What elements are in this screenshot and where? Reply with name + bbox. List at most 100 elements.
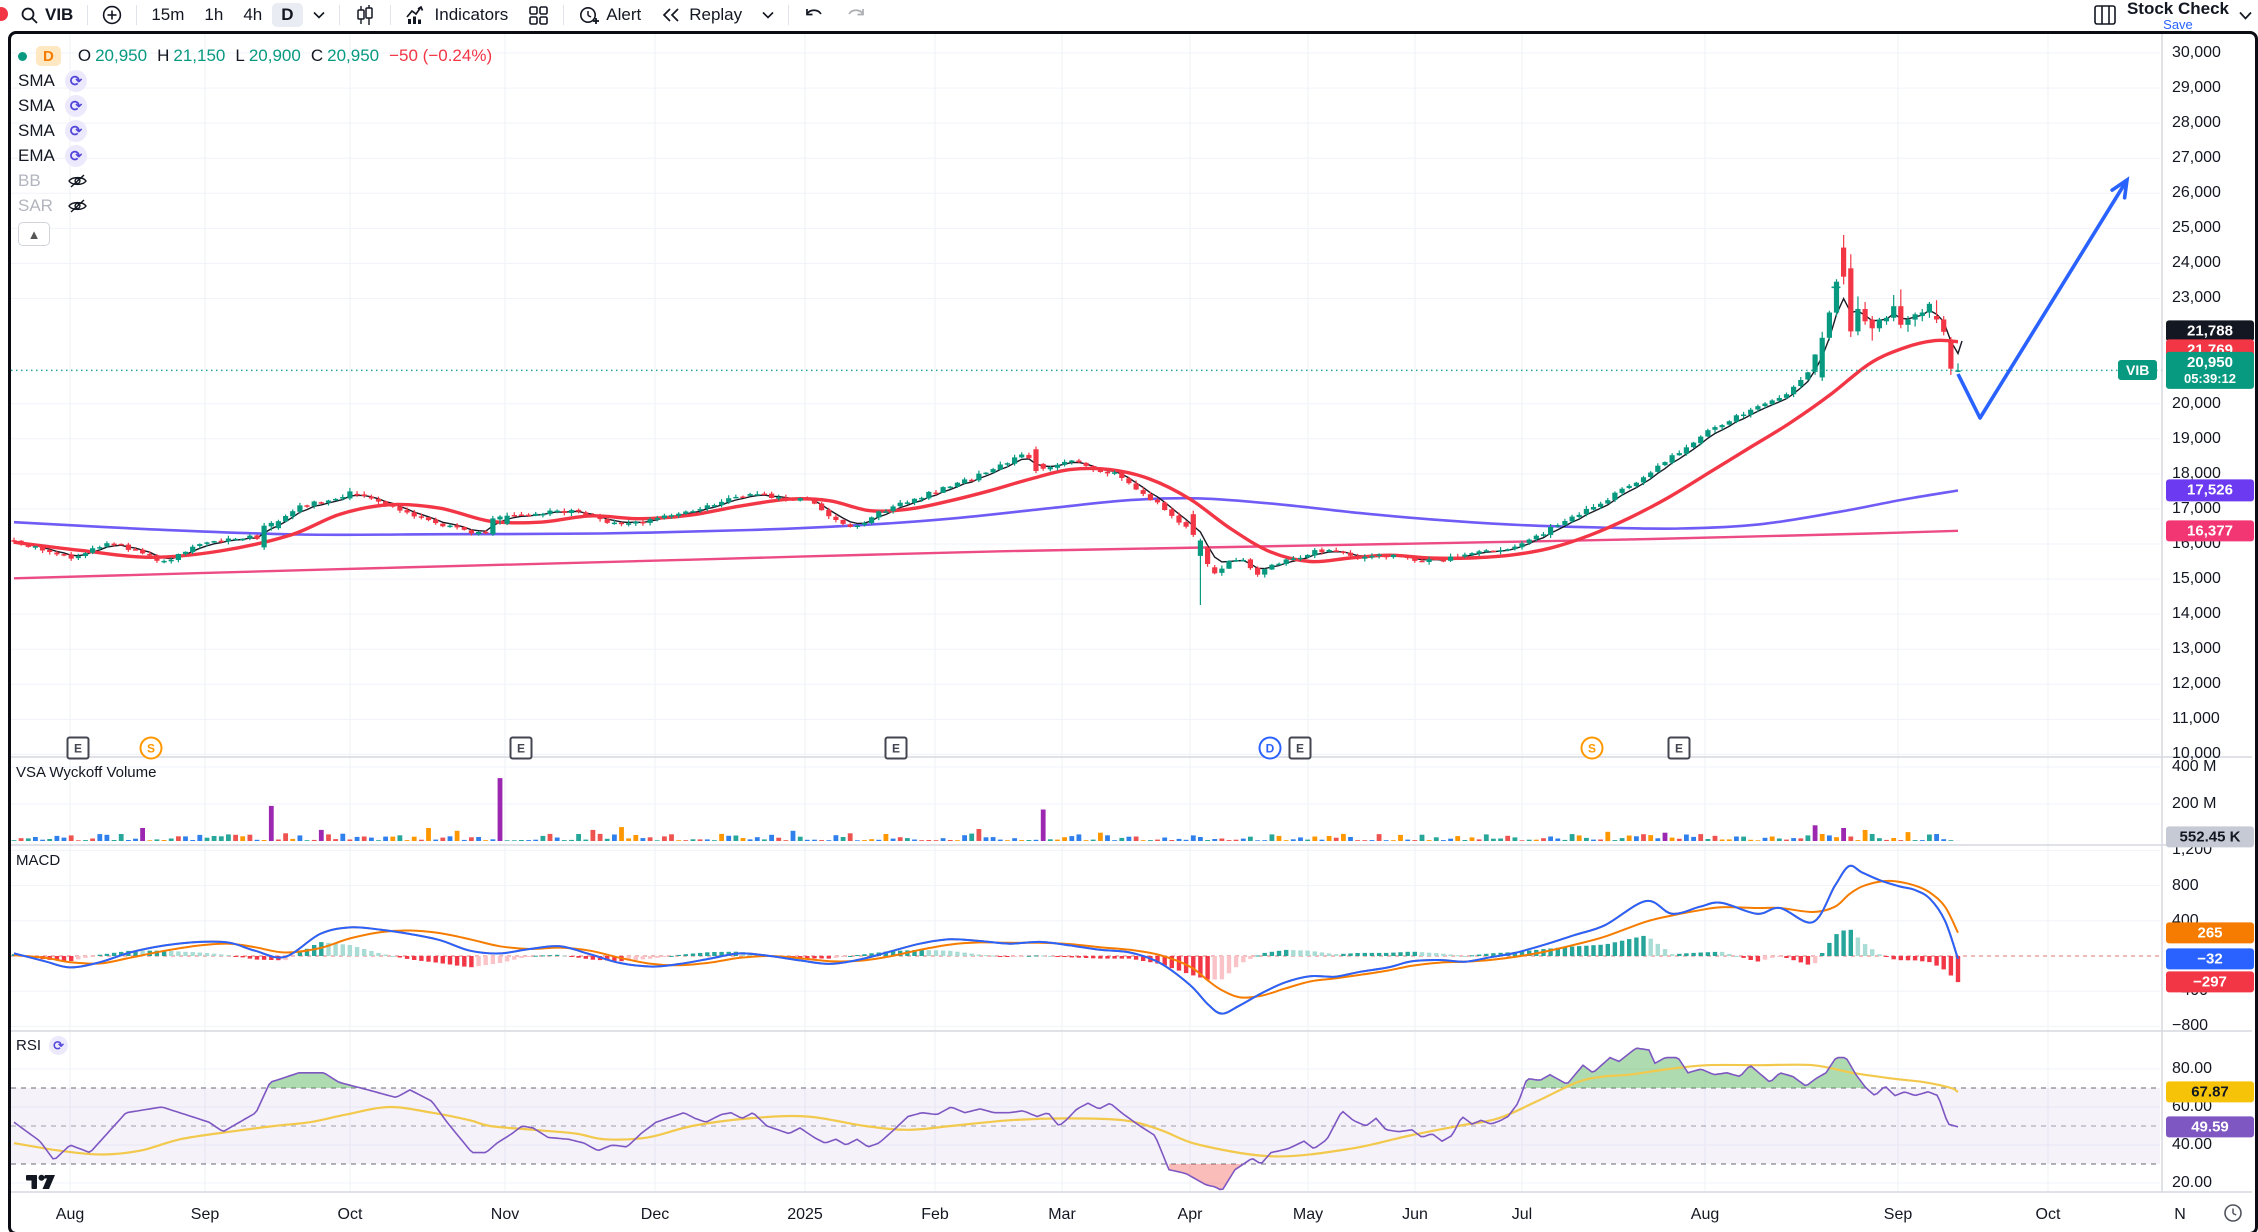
time-axis-label: Sep [190,1206,220,1223]
axis-badge: 21,788 [2166,320,2254,342]
market-status-dot [18,51,27,61]
loading-spinner-icon[interactable]: ⟳ [65,70,87,92]
time-axis-label: Dec [640,1206,670,1223]
event-marker-e[interactable]: E [509,736,533,760]
event-marker-e[interactable]: E [884,736,908,760]
timeframe-15m[interactable]: 15m [151,5,185,24]
eye-off-icon[interactable] [65,195,89,217]
indicator-label: EMA [18,146,55,165]
volume-bars-layer [11,778,1961,842]
alert-clock-icon [578,4,600,26]
event-marker-e[interactable]: E [66,736,90,760]
loading-spinner-icon[interactable]: ⟳ [65,145,87,167]
axis-tick: 20,000 [2172,394,2221,412]
indicator-label: SMA [18,71,55,90]
legend-indicator-row-ema-3: EMA ⟳ [18,144,492,168]
time-axis-label: Oct [337,1206,363,1223]
trade-marker-t: T [1831,283,1841,301]
indicator-label: SAR [18,196,53,215]
axis-tick: 14,000 [2172,605,2221,623]
chart-style-button[interactable] [344,2,386,28]
moving-averages-layer [13,296,1963,580]
time-axis-label: May [1292,1206,1324,1223]
rsi-loading-spinner-icon[interactable]: ⟳ [49,1036,69,1055]
legend-indicator-row-sma-2: SMA ⟳ [18,119,492,143]
axis-tick: 800 [2172,876,2199,894]
axis-tick: 19,000 [2172,429,2221,447]
alert-button[interactable]: Alert [568,2,651,28]
time-axis-label: Feb [921,1206,949,1223]
grid-squares-icon [528,5,549,26]
timeframe-daily-active[interactable]: D [272,3,303,27]
redo-icon [845,6,867,24]
legend-indicator-row-bb-4: BB [18,169,492,193]
layout-menu-chevron-icon[interactable] [2239,11,2252,20]
timeframe-4h[interactable]: 4h [243,5,263,24]
event-marker-s[interactable]: S [139,736,163,760]
ohlc-readout: O 20,950 H 21,150 L 20,900 C 20,950 −50 (−0.… [77,46,493,65]
axis-tick: 20.00 [2172,1174,2213,1191]
undo-icon [803,6,825,24]
loading-spinner-icon[interactable]: ⟳ [65,95,87,117]
replay-menu-chevron[interactable] [752,2,784,28]
macd-layer [11,864,2160,1015]
volume-pane-label: VSA Wyckoff Volume [16,764,157,781]
loading-spinner-icon[interactable]: ⟳ [65,120,87,142]
gridlines-layer [11,33,2160,1192]
legend-collapse-button[interactable]: ▲ [18,222,50,246]
indicators-button[interactable]: Indicators [395,2,519,28]
divider [788,5,790,25]
indicator-label: BB [18,171,41,190]
close-value: 20,950 [327,46,380,65]
tradingview-logo[interactable] [26,1172,60,1197]
event-marker-e[interactable]: E [1667,736,1691,760]
eye-off-icon[interactable] [65,170,89,192]
axis-tick: 23,000 [2172,289,2221,307]
compare-add-button[interactable] [92,2,132,28]
chevron-down-icon [312,11,325,19]
redo-button[interactable] [835,2,877,28]
axis-tick: 200 M [2172,795,2217,812]
candlestick-style-icon [354,4,376,26]
time-axis-label: Sep [1883,1206,1913,1223]
time-axis-label: Nov [490,1206,520,1223]
divider [136,5,138,25]
grid-layout-button[interactable] [518,2,559,28]
legend-timeframe-pill[interactable]: D [36,46,61,66]
layout-name-menu[interactable]: Stock Check Save [2127,0,2229,31]
axis-badge: 552.45 K [2166,826,2254,848]
divider [87,5,89,25]
save-button[interactable]: Save [2163,16,2193,32]
rsi-layer [13,1047,1959,1191]
timeframe-menu-chevron[interactable] [303,2,335,28]
undo-button[interactable] [793,2,835,28]
layout-columns-icon[interactable] [2093,4,2117,26]
trend-arrow-drawing[interactable] [1956,179,2129,420]
axis-badge: −32 [2166,948,2254,970]
axis-tick: 30,000 [2172,44,2221,61]
legend-indicator-row-sma-0: SMA ⟳ [18,69,492,93]
event-marker-d[interactable]: D [1258,736,1282,760]
axis-badge: 67.87 [2166,1081,2254,1103]
timeframe-1h[interactable]: 1h [204,5,224,24]
axis-tick: 17,000 [2172,499,2221,517]
replay-button[interactable]: Replay [651,2,752,28]
axis-tick: 28,000 [2172,114,2221,132]
axis-tick: −800 [2172,1017,2209,1035]
timezone-clock-icon[interactable] [2222,1202,2244,1229]
divider [338,5,340,25]
axis-tick: 11,000 [2172,710,2220,728]
axis-tick: 40.00 [2172,1136,2213,1153]
event-marker-e[interactable]: E [1288,736,1312,760]
axis-tick: 13,000 [2172,640,2221,658]
time-axis-label: Apr [1177,1206,1203,1223]
time-axis-label: Jun [1402,1206,1428,1223]
axis-tick: 400 M [2172,758,2217,775]
divider [563,5,565,25]
axis-tick: 29,000 [2172,79,2221,97]
high-value: 21,150 [173,46,226,65]
chart-legend: D O 20,950 H 21,150 L 20,900 C 20,950 −50 (−… [18,44,492,247]
event-marker-s[interactable]: S [1580,736,1604,760]
symbol-search-button[interactable]: VIB [10,2,83,28]
